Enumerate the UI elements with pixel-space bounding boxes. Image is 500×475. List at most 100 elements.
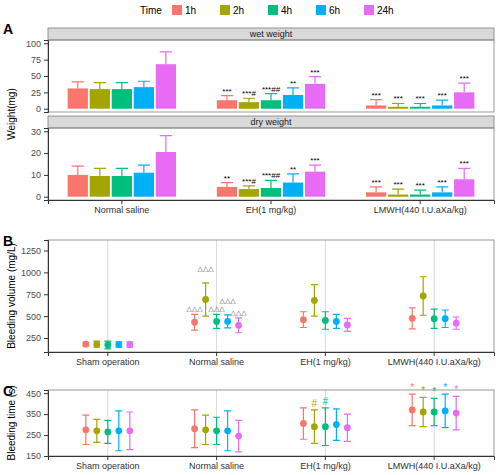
point	[453, 320, 460, 327]
y-tick-mark	[44, 92, 48, 93]
error-bar	[431, 309, 438, 328]
point	[82, 341, 89, 348]
error-bar	[213, 314, 220, 328]
point	[235, 433, 242, 440]
x-tick: LMWH(440 I.U.aXa/kg)	[388, 456, 481, 471]
plot-area	[82, 277, 459, 349]
annotation: △△△	[187, 305, 204, 312]
legend-item: 4h	[268, 5, 292, 16]
y-axis-title: Bleeding time (s)	[6, 385, 17, 460]
annotation: *	[432, 386, 436, 397]
x-tick-mark	[325, 456, 326, 460]
legend-item: 24h	[364, 5, 394, 16]
annotation: ***	[460, 159, 469, 168]
y-tick-mark	[44, 76, 48, 77]
error-bar	[115, 411, 122, 451]
grid-line	[325, 240, 326, 352]
point	[344, 424, 351, 431]
legend-swatch	[364, 5, 374, 15]
y-axis-line	[44, 241, 49, 353]
bar	[90, 176, 110, 197]
error-bar	[431, 398, 438, 425]
bar	[134, 87, 154, 109]
y-tick-label: 350	[26, 409, 41, 419]
x-tick-label: EH(1 mg/kg)	[300, 461, 351, 471]
bar	[261, 100, 281, 109]
annotation: △△△	[198, 265, 215, 272]
error-bar	[265, 180, 277, 188]
x-tick: Normal saline	[189, 456, 244, 471]
legend-item: 6h	[316, 5, 340, 16]
point	[409, 315, 416, 322]
y-tick: 10	[31, 170, 48, 180]
x-axis-line	[49, 353, 495, 357]
error-bar	[104, 420, 111, 443]
grid-line	[434, 240, 435, 352]
point	[115, 427, 122, 434]
error-bar	[344, 414, 351, 441]
bar	[217, 100, 237, 109]
point	[104, 342, 111, 349]
y-tick-label: 500	[26, 312, 41, 322]
error-bar	[436, 100, 448, 105]
point	[202, 296, 209, 303]
y-axis-line	[44, 41, 49, 113]
x-tick: LMWH(440 I.U.aXa/kg)	[388, 352, 481, 367]
bar	[156, 152, 176, 197]
point	[300, 420, 307, 427]
error-bar	[453, 396, 460, 430]
bar	[68, 175, 88, 197]
error-bar	[72, 166, 84, 175]
error-bar	[392, 103, 404, 106]
y-tick: 0	[36, 192, 48, 202]
x-tick-label: EH(1 mg/kg)	[300, 357, 351, 367]
error-bar	[370, 100, 382, 106]
x-tick-label: Sham operation	[76, 461, 140, 471]
y-axis-line	[44, 129, 49, 201]
plot-frame	[48, 240, 494, 352]
point	[191, 319, 198, 326]
point	[126, 427, 133, 434]
annotation: **	[290, 79, 296, 88]
x-tick-mark	[434, 352, 435, 356]
point	[224, 427, 231, 434]
chart-root: Time1h2h4h6h24hAWeight(mg)wet weight****…	[0, 0, 500, 475]
error-bar	[104, 341, 111, 349]
point	[322, 423, 329, 430]
y-tick-mark	[44, 414, 48, 415]
annotation: ***	[222, 87, 231, 96]
point	[333, 421, 340, 428]
facet-strip	[48, 28, 494, 40]
bar	[305, 172, 325, 197]
grid-line	[107, 240, 108, 352]
error-bar	[309, 165, 321, 172]
error-bar	[160, 52, 172, 64]
grid-line	[216, 240, 217, 352]
annotation: ***	[393, 94, 402, 103]
y-tick-mark	[44, 109, 48, 110]
annotations: *********#******##**************	[222, 68, 469, 104]
error-bar	[442, 310, 449, 328]
error-bar	[138, 81, 150, 87]
point	[442, 315, 449, 322]
annotation: ***#	[242, 89, 256, 98]
x-tick: Normal saline	[94, 200, 149, 215]
error-bar	[72, 82, 84, 89]
grid	[108, 240, 434, 352]
x-tick-mark	[107, 456, 108, 460]
error-bar	[322, 312, 329, 330]
y-tick-label: 75	[31, 55, 41, 65]
y-tick-label: 0	[36, 104, 41, 114]
x-tick-label: LMWH(440 I.U.aXa/kg)	[388, 461, 481, 471]
y-tick: 30	[31, 127, 48, 137]
y-tick-mark	[44, 272, 48, 273]
point	[224, 318, 231, 325]
annotation: ***	[460, 74, 469, 83]
point	[311, 423, 318, 430]
error-bar	[93, 419, 100, 442]
y-tick: 50	[31, 71, 48, 81]
y-tick-label: 10	[31, 170, 41, 180]
bar	[388, 107, 408, 109]
error-bar	[300, 312, 307, 328]
error-bar	[344, 318, 351, 331]
